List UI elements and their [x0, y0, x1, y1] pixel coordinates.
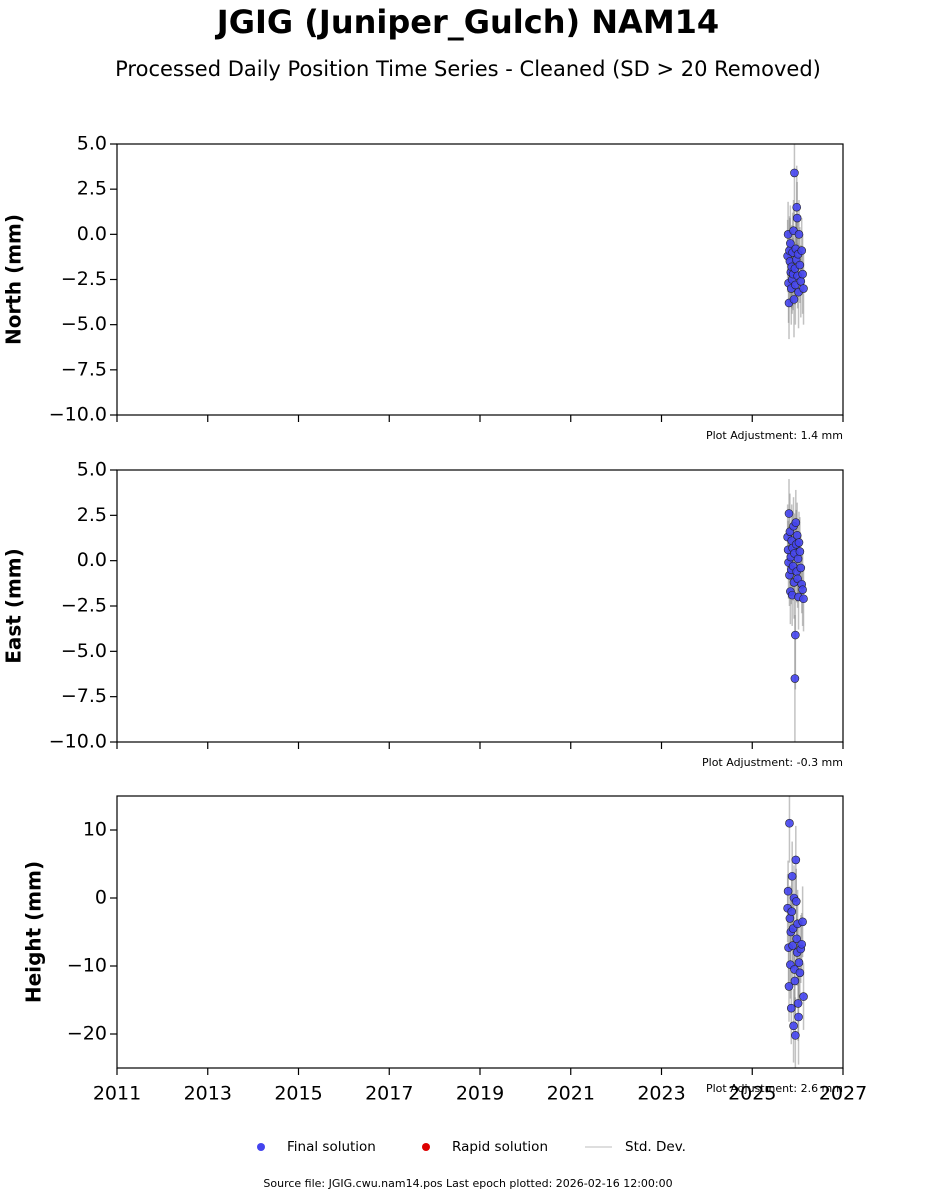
point — [790, 976, 800, 986]
point — [787, 907, 797, 916]
point — [791, 855, 801, 865]
point — [784, 982, 794, 991]
y-tick-label: 2.5 — [77, 504, 107, 526]
y-axis-label: East (mm) — [2, 548, 26, 664]
y-axis-label: Height (mm) — [22, 861, 46, 1003]
point — [798, 269, 807, 279]
x-tick-label: 2015 — [274, 1083, 322, 1105]
subtitle: Processed Daily Position Time Series - C… — [115, 57, 821, 81]
point — [789, 295, 799, 304]
y-tick-label: 5.0 — [77, 459, 107, 481]
axes-frame — [116, 469, 844, 743]
point — [790, 168, 799, 178]
y-tick-label: −10.0 — [49, 404, 107, 426]
footer: Source file: JGIG.cwu.nam14.pos Last epo… — [263, 1177, 672, 1190]
point — [798, 585, 807, 594]
point — [796, 563, 806, 573]
x-tick-label: 2017 — [365, 1083, 413, 1105]
y-tick-label: −5.0 — [61, 640, 107, 662]
point — [796, 277, 806, 286]
point — [786, 1003, 796, 1013]
point — [794, 958, 804, 967]
x-tick-label: 2025 — [728, 1083, 776, 1105]
point — [786, 239, 795, 248]
point — [787, 871, 797, 881]
point — [795, 547, 805, 556]
y-axis-label: North (mm) — [2, 214, 26, 345]
point — [792, 213, 802, 223]
x-tick-label: 2011 — [93, 1083, 141, 1105]
point — [797, 939, 807, 949]
legend-label: Rapid solution — [452, 1139, 548, 1155]
y-tick-label: −20 — [67, 1023, 107, 1045]
y-tick-label: 0.0 — [77, 549, 107, 571]
point — [793, 999, 803, 1008]
y-tick-label: −5.0 — [61, 313, 107, 335]
point — [785, 818, 794, 828]
annotation: Plot Adjustment: 1.4 mm — [706, 429, 843, 442]
point — [791, 1031, 800, 1040]
point — [799, 992, 808, 1001]
y-tick-label: 0.0 — [77, 223, 107, 245]
point — [792, 202, 802, 212]
y-tick-label: 0 — [95, 887, 107, 909]
point — [784, 509, 794, 518]
point — [793, 554, 803, 564]
y-tick-label: −7.5 — [61, 685, 107, 707]
point — [792, 530, 802, 540]
y-tick-label: −2.5 — [61, 595, 107, 617]
x-tick-label: 2013 — [184, 1083, 232, 1105]
x-tick-label: 2023 — [637, 1083, 685, 1105]
point — [794, 538, 804, 547]
point — [791, 897, 801, 906]
point — [783, 886, 793, 896]
point — [798, 917, 807, 927]
title: JGIG (Juniper_Gulch) NAM14 — [215, 3, 719, 41]
annotation: Plot Adjustment: -0.3 mm — [702, 756, 843, 769]
legend-label: Std. Dev. — [625, 1139, 686, 1155]
plot-area — [783, 479, 808, 742]
legend-label: Final solution — [287, 1139, 376, 1155]
y-tick-label: −2.5 — [61, 268, 107, 290]
y-tick-label: −7.5 — [61, 358, 107, 380]
point — [791, 518, 801, 527]
point — [789, 1021, 798, 1031]
point — [794, 1012, 803, 1022]
point — [799, 284, 808, 293]
point — [790, 674, 800, 683]
point — [795, 260, 805, 270]
y-tick-label: 5.0 — [77, 133, 107, 155]
axes-frame — [116, 795, 844, 1069]
y-tick-label: 10 — [83, 819, 107, 841]
point — [788, 941, 797, 950]
point — [799, 594, 808, 604]
point — [795, 968, 805, 978]
legend-marker — [257, 1143, 265, 1151]
y-tick-label: −10.0 — [49, 731, 107, 753]
y-tick-label: −10 — [67, 955, 107, 977]
y-tick-label: 2.5 — [77, 178, 107, 200]
x-tick-label: 2021 — [547, 1083, 595, 1105]
point — [797, 246, 807, 255]
x-tick-label: 2027 — [819, 1083, 867, 1105]
point — [792, 934, 802, 944]
annotation: Plot Adjustment: 2.6 mm — [706, 1082, 843, 1095]
point — [794, 230, 804, 239]
legend-marker — [422, 1143, 430, 1151]
x-tick-label: 2019 — [456, 1083, 504, 1105]
plot-area — [783, 144, 808, 340]
axes-frame — [116, 143, 844, 416]
plot-area — [783, 796, 808, 1068]
point — [791, 630, 800, 640]
